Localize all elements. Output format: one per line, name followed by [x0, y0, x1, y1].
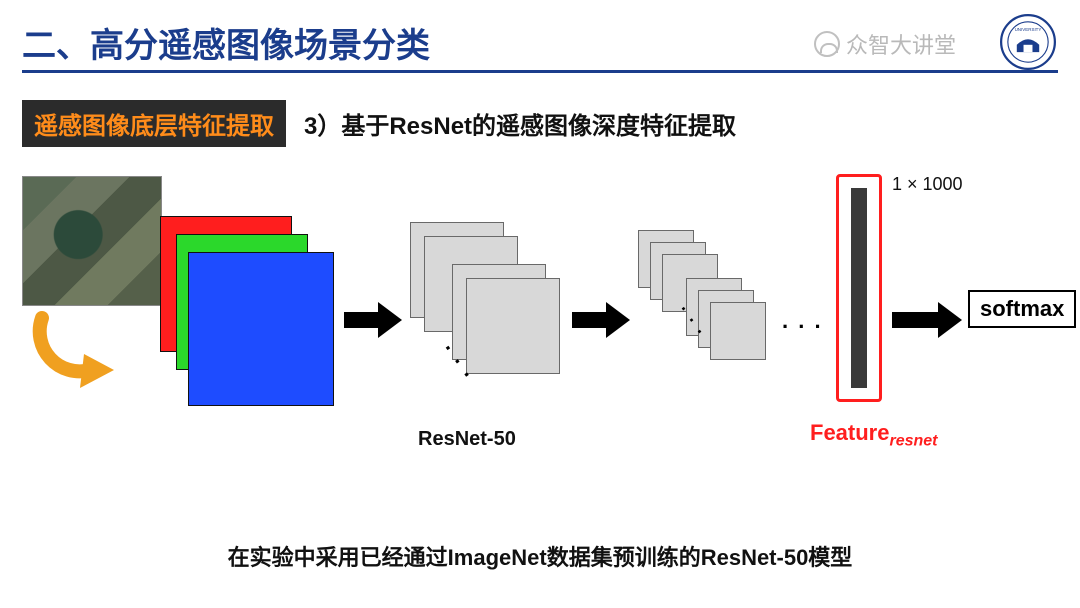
feature-label: Featureresnet [810, 420, 938, 450]
curved-arrow-icon [30, 310, 120, 390]
section-header: 遥感图像底层特征提取 3）基于ResNet的遥感图像深度特征提取 [22, 100, 736, 147]
university-logo-icon: UNIVERSITY [1000, 14, 1056, 70]
footer-caption: 在实验中采用已经通过ImageNet数据集预训练的ResNet-50模型 [0, 540, 1080, 572]
channel-blue [188, 252, 334, 406]
ellipsis: . . . [782, 308, 823, 334]
feature-vector-bar [851, 188, 867, 388]
arrow-icon [344, 302, 402, 338]
page-title: 二、高分遥感图像场景分类 [22, 18, 430, 67]
watermark: 众智大讲堂 [814, 28, 956, 60]
svg-text:UNIVERSITY: UNIVERSITY [1015, 27, 1042, 32]
header-divider [22, 70, 1058, 73]
arrow-icon [572, 302, 630, 338]
feature-dimension-label: 1 × 1000 [892, 174, 963, 195]
watermark-icon [814, 31, 840, 57]
section-subtitle: 3）基于ResNet的遥感图像深度特征提取 [304, 106, 736, 141]
watermark-text: 众智大讲堂 [846, 28, 956, 60]
feature-label-main: Feature [810, 420, 889, 445]
section-badge: 遥感图像底层特征提取 [22, 100, 286, 147]
rgb-channel-stack [160, 216, 330, 406]
input-satellite-image [22, 176, 162, 306]
softmax-box: softmax [968, 290, 1076, 328]
resnet-label: ResNet-50 [418, 428, 516, 451]
resnet-diagram: . . . . . . ResNet-50 . . . 1 × 1000 Fea… [0, 160, 1080, 500]
arrow-icon [892, 302, 962, 338]
feature-label-sub: resnet [889, 432, 937, 449]
